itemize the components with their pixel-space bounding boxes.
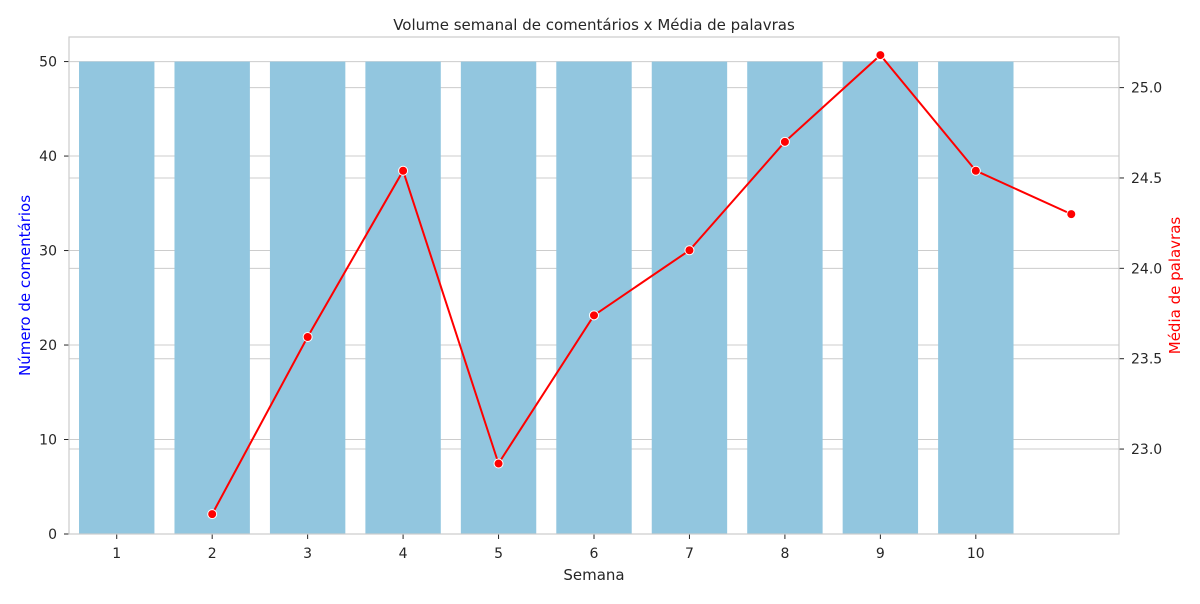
bar [842, 61, 919, 535]
bar [938, 61, 1014, 535]
bar [174, 61, 250, 535]
x-tick-label: 8 [780, 546, 789, 562]
y-tick-label-left: 50 [39, 55, 57, 71]
y-tick-label-left: 10 [39, 433, 57, 449]
axis-layer: 0 10 20 30 40 50 23.0 23.5 24.0 24.5 25.0 1 2 3 4 5 6 7 8 9… [39, 55, 1162, 562]
y-tick-label-left: 0 [48, 527, 57, 543]
x-tick-label: 5 [494, 546, 503, 562]
y-tick-label-left: 40 [39, 149, 57, 165]
line-point [970, 165, 981, 176]
x-axis-label: Semana [563, 566, 624, 584]
y-tick-label-right: 23.5 [1131, 352, 1162, 368]
x-tick-label: 9 [876, 546, 885, 562]
plot-frame [68, 36, 1120, 535]
bar-layer [79, 61, 1014, 535]
line-point [684, 245, 695, 256]
bar [269, 61, 346, 535]
line-point [875, 50, 886, 61]
line-point [1066, 209, 1077, 220]
y-tick-label-left: 20 [39, 338, 57, 354]
y-tick-label-right: 25.0 [1131, 81, 1162, 97]
y-tick-label-right: 23.0 [1131, 442, 1162, 458]
bar [79, 61, 155, 535]
series-line [211, 53, 1072, 515]
x-tick-label: 6 [590, 546, 599, 562]
line-point [302, 332, 313, 343]
x-tick-label: 7 [685, 546, 694, 562]
x-tick-label: 10 [967, 546, 985, 562]
line-point [779, 136, 790, 147]
y-tick-label-right: 24.0 [1131, 261, 1162, 277]
line-point [589, 310, 599, 321]
bar [651, 61, 728, 535]
x-tick-label: 2 [208, 546, 217, 562]
chart-title: Volume semanal de comentários x Média de… [393, 16, 795, 34]
y-axis-label-left: Número de comentários [16, 195, 34, 376]
line-point [493, 458, 504, 469]
bar [365, 61, 441, 535]
y-tick-label-right: 24.5 [1131, 171, 1162, 187]
x-tick-label: 3 [303, 546, 312, 562]
x-tick-label: 4 [399, 546, 408, 562]
line-point [207, 509, 218, 520]
x-tick-label: 1 [112, 546, 121, 562]
bar [460, 61, 537, 535]
line-point [398, 165, 409, 176]
line-layer [207, 50, 1077, 520]
y-axis-label-right: Média de palavras [1166, 217, 1184, 355]
bar [747, 61, 823, 535]
y-tick-label-left: 30 [39, 244, 57, 260]
